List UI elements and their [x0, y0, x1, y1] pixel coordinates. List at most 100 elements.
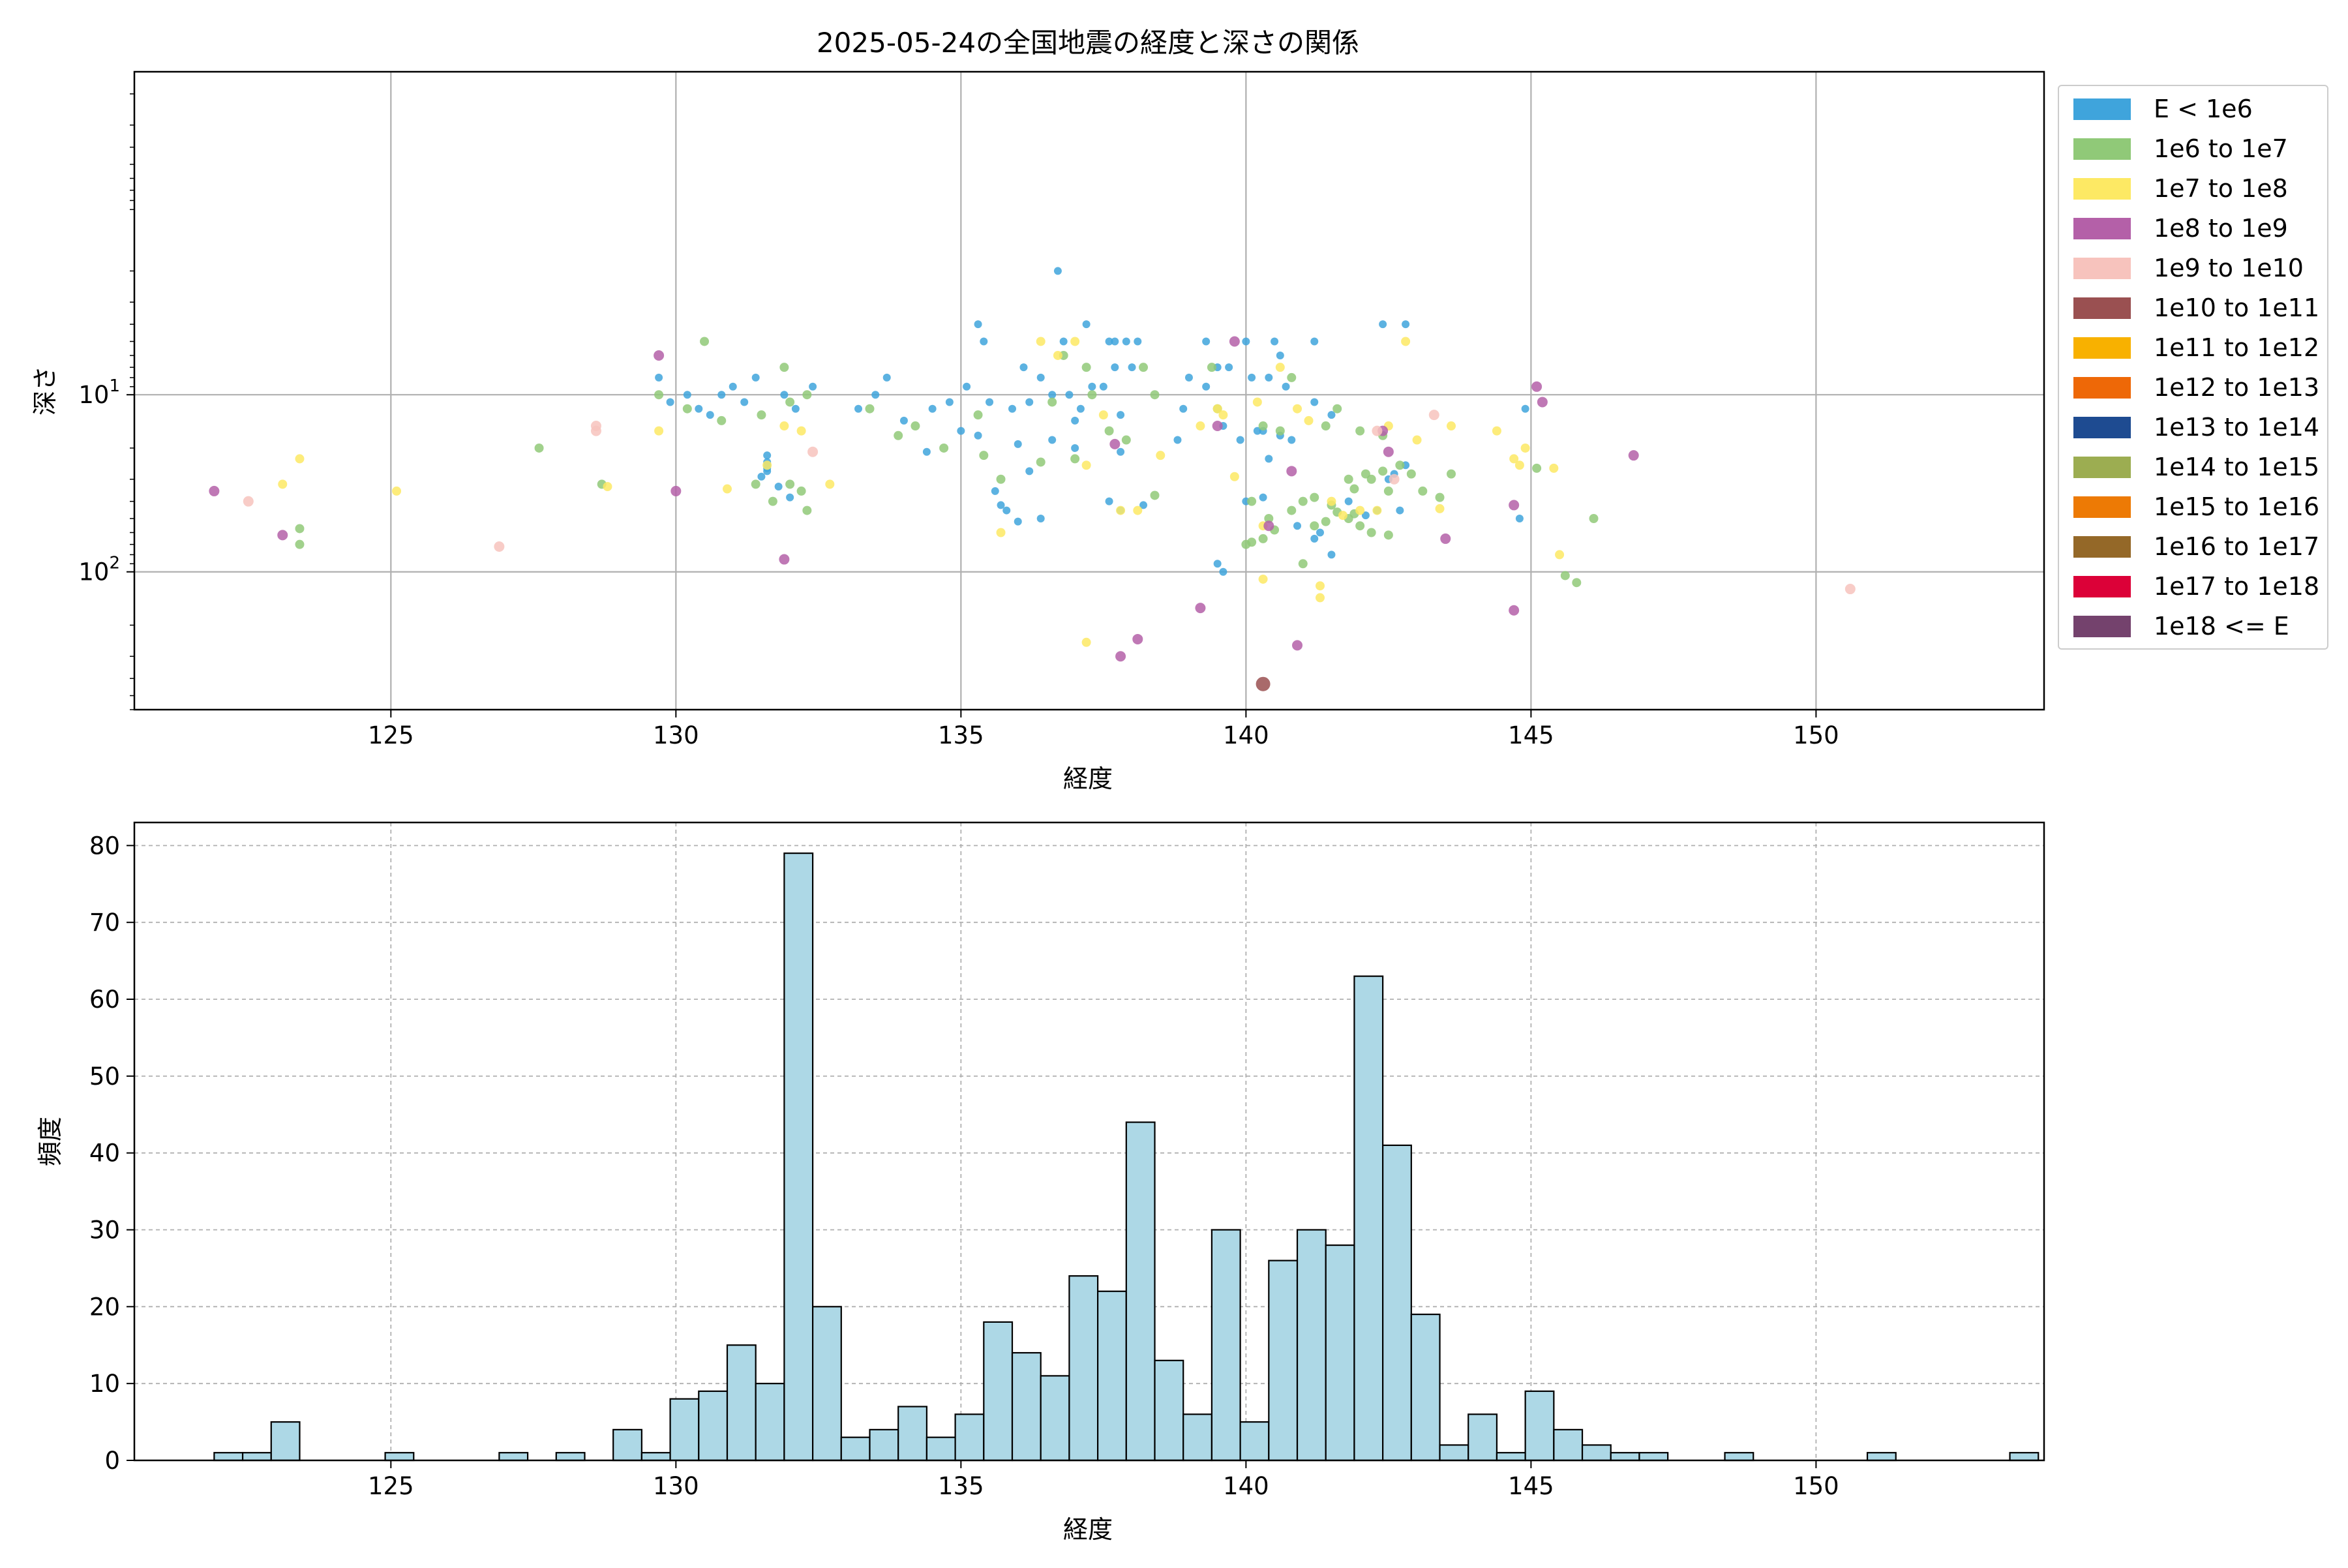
histogram-x-tick-label: 150: [1793, 1472, 1839, 1500]
scatter-point: [1310, 337, 1319, 346]
histogram-bar: [698, 1390, 729, 1462]
scatter-point: [1236, 436, 1244, 444]
legend-label: 1e6 to 1e7: [2154, 134, 2288, 163]
scatter-point: [1355, 521, 1365, 531]
histogram-y-tick-label: 0: [104, 1447, 120, 1475]
histogram-bar: [755, 1383, 785, 1462]
scatter-point: [1218, 410, 1228, 420]
scatter-point: [603, 481, 612, 491]
scatter-point: [1196, 421, 1205, 431]
scatter-point: [1036, 457, 1046, 467]
scatter-point: [1555, 550, 1565, 560]
legend-item: 1e16 to 1e17: [2066, 532, 2320, 561]
histogram-x-tick-label: 130: [653, 1472, 699, 1500]
histogram-x-tick-label: 140: [1223, 1472, 1269, 1500]
scatter-point: [1276, 351, 1284, 359]
legend-item: 1e10 to 1e11: [2066, 294, 2319, 322]
scatter-point: [1310, 521, 1319, 531]
scatter-point: [1372, 425, 1383, 436]
legend-swatch: [2073, 535, 2131, 558]
scatter-point: [1117, 411, 1125, 419]
scatter-point: [278, 479, 288, 489]
histogram-bar: [1524, 1390, 1555, 1462]
scatter-point: [1258, 574, 1268, 584]
legend-item: 1e18 <= E: [2066, 612, 2289, 641]
legend-swatch: [2073, 217, 2131, 239]
scatter-point: [779, 363, 789, 372]
scatter-point: [1122, 337, 1130, 346]
scatter-point: [1173, 436, 1182, 444]
scatter-y-tick-label: 101: [78, 376, 120, 409]
legend-label: 1e14 to 1e15: [2154, 453, 2320, 481]
legend-label: 1e17 to 1e18: [2154, 572, 2320, 601]
histogram-bar: [1296, 1229, 1327, 1462]
scatter-point: [1332, 404, 1342, 414]
scatter-point: [1310, 534, 1319, 543]
scatter-point: [1212, 421, 1223, 432]
histogram-x-tick-label: 145: [1508, 1472, 1554, 1500]
scatter-point: [1844, 584, 1856, 595]
scatter-point: [590, 425, 601, 436]
scatter-point: [997, 501, 1005, 509]
scatter-point: [392, 486, 402, 496]
scatter-point: [1349, 484, 1359, 494]
scatter-point: [1070, 454, 1080, 464]
histogram-y-tick-label: 70: [89, 909, 120, 937]
scatter-point: [1247, 537, 1257, 547]
scatter-point: [768, 496, 777, 506]
scatter-point: [1327, 550, 1336, 559]
legend-item: 1e8 to 1e9: [2066, 214, 2288, 243]
scatter-point: [1366, 474, 1376, 484]
histogram-plot-frame: [133, 821, 2045, 1462]
scatter-point: [1435, 492, 1445, 502]
scatter-point: [1139, 501, 1148, 509]
legend-item: 1e6 to 1e7: [2066, 134, 2288, 163]
scatter-point: [785, 479, 795, 489]
scatter-points: [209, 267, 1856, 691]
scatter-point: [1047, 397, 1057, 407]
scatter-point: [1406, 469, 1416, 479]
scatter-point: [1036, 373, 1045, 382]
scatter-point: [963, 382, 971, 391]
scatter-point: [865, 404, 875, 414]
legend-item: 1e13 to 1e14: [2066, 413, 2319, 442]
histogram-bar: [1638, 1452, 1669, 1462]
legend-swatch: [2073, 177, 2131, 200]
legend-swatch: [2073, 575, 2131, 597]
scatter-point: [1282, 382, 1290, 391]
histogram-bar: [1439, 1444, 1469, 1462]
histogram-bar: [1011, 1351, 1042, 1462]
histogram-bar: [954, 1413, 985, 1462]
scatter-point: [1286, 466, 1297, 477]
scatter-point: [911, 421, 920, 431]
scatter-point: [717, 391, 726, 399]
scatter-point: [1418, 486, 1428, 496]
histogram-bar: [1040, 1375, 1070, 1462]
scatter-point: [1219, 567, 1227, 576]
scatter-point: [922, 447, 931, 456]
scatter-point: [1252, 397, 1262, 407]
scatter-point: [1229, 336, 1240, 347]
legend-swatch: [2073, 297, 2131, 319]
scatter-point: [1316, 528, 1324, 537]
scatter-point: [1402, 320, 1410, 329]
scatter-point: [1509, 500, 1520, 511]
legend-item: E < 1e6: [2066, 95, 2253, 123]
histogram-bar: [869, 1428, 899, 1462]
scatter-point: [1321, 421, 1331, 431]
scatter-x-tick-label: 135: [938, 721, 984, 749]
legend-label: E < 1e6: [2154, 95, 2253, 123]
scatter-point: [1327, 411, 1336, 419]
scatter-point: [1139, 363, 1149, 372]
scatter-point: [1361, 511, 1370, 520]
scatter-point: [1053, 267, 1062, 275]
histogram-bar: [1610, 1452, 1640, 1462]
scatter-point: [700, 337, 710, 346]
legend-label: 1e16 to 1e17: [2154, 532, 2320, 561]
scatter-point: [1099, 382, 1107, 391]
scatter-point: [243, 496, 254, 507]
scatter-point: [1081, 637, 1091, 647]
scatter-point: [1396, 506, 1404, 515]
